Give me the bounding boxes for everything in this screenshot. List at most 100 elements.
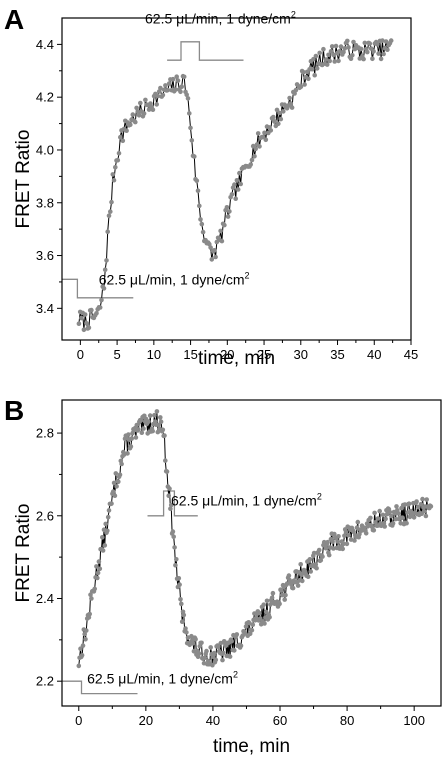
- pa-data-point: [309, 66, 315, 72]
- pa-data-point: [208, 245, 213, 250]
- pb-flow-annotation-1: 62.5 μL/min, 1 dyne/cm2: [87, 669, 238, 686]
- pb-data-point: [218, 640, 224, 646]
- pb-data-point: [336, 534, 341, 539]
- pa-data-point: [345, 38, 350, 44]
- pa-data-point: [293, 87, 299, 93]
- pa-data-point: [194, 178, 200, 184]
- pb-data-point: [202, 655, 208, 661]
- pb-data-point: [139, 430, 145, 436]
- pa-data-point: [179, 84, 184, 89]
- pb-data-point: [117, 472, 123, 478]
- pb-data-point: [368, 515, 373, 521]
- pa-data-point: [86, 325, 92, 331]
- pb-data-point: [286, 573, 292, 578]
- pb-data-point: [172, 545, 177, 550]
- pa-data-point: [328, 49, 334, 54]
- pb-data-point: [208, 645, 213, 650]
- pa-data-point: [181, 74, 187, 80]
- pa-data-point: [271, 114, 276, 120]
- pa-data-point: [306, 76, 311, 82]
- pa-data-point: [281, 109, 286, 114]
- pa-data-point: [178, 89, 183, 95]
- pa-data-point: [218, 228, 223, 234]
- pa-data-point: [134, 105, 139, 111]
- pa-data-point: [128, 122, 133, 127]
- pa-data-point: [234, 178, 240, 183]
- pa-data-point: [255, 131, 261, 136]
- pb-data-point: [176, 576, 182, 581]
- pa-data-point: [268, 128, 274, 133]
- pb-data-point: [421, 508, 427, 514]
- pb-data-point: [340, 546, 346, 552]
- pa-data-point: [248, 162, 253, 167]
- pa-data-point: [263, 137, 269, 143]
- pb-data-point: [95, 570, 101, 576]
- pa-data-point: [106, 213, 112, 218]
- pb-data-point: [162, 433, 167, 438]
- pb-data-point: [283, 592, 288, 598]
- pa-data-point: [102, 267, 108, 273]
- pa-data-point: [229, 192, 235, 197]
- pa-data-point: [138, 100, 143, 106]
- pa-data-point: [166, 81, 172, 86]
- pa-data-point: [219, 238, 225, 244]
- pb-data-point: [184, 630, 189, 635]
- pb-data-point: [363, 531, 369, 536]
- pb-data-point: [279, 588, 284, 593]
- pa-x-axis-label: time, min: [198, 348, 275, 369]
- pb-data-point: [113, 471, 119, 476]
- pb-data-point: [100, 535, 105, 540]
- pb-data-point: [216, 644, 221, 650]
- pa-data-point: [133, 119, 138, 125]
- pa-data-point: [346, 45, 351, 50]
- pb-data-point: [380, 512, 386, 518]
- pa-data-point: [253, 146, 258, 152]
- pa-data-point: [192, 154, 197, 159]
- pb-data-point: [393, 516, 398, 522]
- pb-data-point: [109, 501, 114, 506]
- pa-data-point: [141, 111, 147, 116]
- pa-y-axis-label: FRET Ratio: [13, 130, 34, 229]
- pa-flow-annotation-2: 62.5 μL/min, 1 dyne/cm2: [145, 9, 296, 26]
- pb-data-point: [428, 504, 434, 509]
- pa-data-point: [262, 130, 267, 136]
- pa-data-point: [99, 297, 104, 303]
- pa-data-point: [323, 57, 329, 62]
- pa-data-points: [76, 38, 394, 333]
- pa-data-point: [154, 102, 159, 107]
- pa-data-point: [200, 229, 206, 235]
- pb-data-point: [232, 648, 237, 653]
- pa-data-point: [109, 199, 114, 205]
- pb-data-point: [331, 546, 336, 551]
- pa-x-tick-label: 30: [294, 347, 308, 362]
- pb-data-point: [414, 499, 419, 504]
- pa-data-point: [187, 111, 192, 116]
- pb-x-tick-label: 80: [340, 713, 354, 728]
- pb-data-point: [183, 626, 188, 631]
- pb-data-point: [177, 582, 182, 587]
- pb-data-point: [354, 525, 360, 530]
- pb-data-point: [173, 563, 178, 568]
- pb-data-point: [146, 419, 151, 424]
- pb-data-point: [387, 509, 393, 515]
- pa-data-point: [302, 82, 307, 87]
- pa-data-point: [115, 157, 121, 163]
- pb-data-point: [342, 533, 347, 538]
- pb-data-point: [394, 504, 399, 509]
- pa-y-tick-label: 3.4: [36, 301, 54, 316]
- pb-data-point: [105, 528, 110, 534]
- pb-data-point: [279, 592, 285, 598]
- pa-data-point: [332, 59, 338, 64]
- pa-data-point: [365, 49, 370, 55]
- pb-data-point: [126, 432, 131, 437]
- pb-data-point: [83, 637, 88, 642]
- pb-data-point: [106, 508, 112, 513]
- pa-x-tick-label: 5: [113, 347, 120, 362]
- pb-data-point: [95, 575, 100, 581]
- pb-data-point: [234, 632, 240, 637]
- pb-flow-step-trace-1: [62, 680, 138, 695]
- pb-data-point: [332, 531, 337, 537]
- pb-data-point: [196, 651, 202, 656]
- pb-data-point: [268, 602, 273, 607]
